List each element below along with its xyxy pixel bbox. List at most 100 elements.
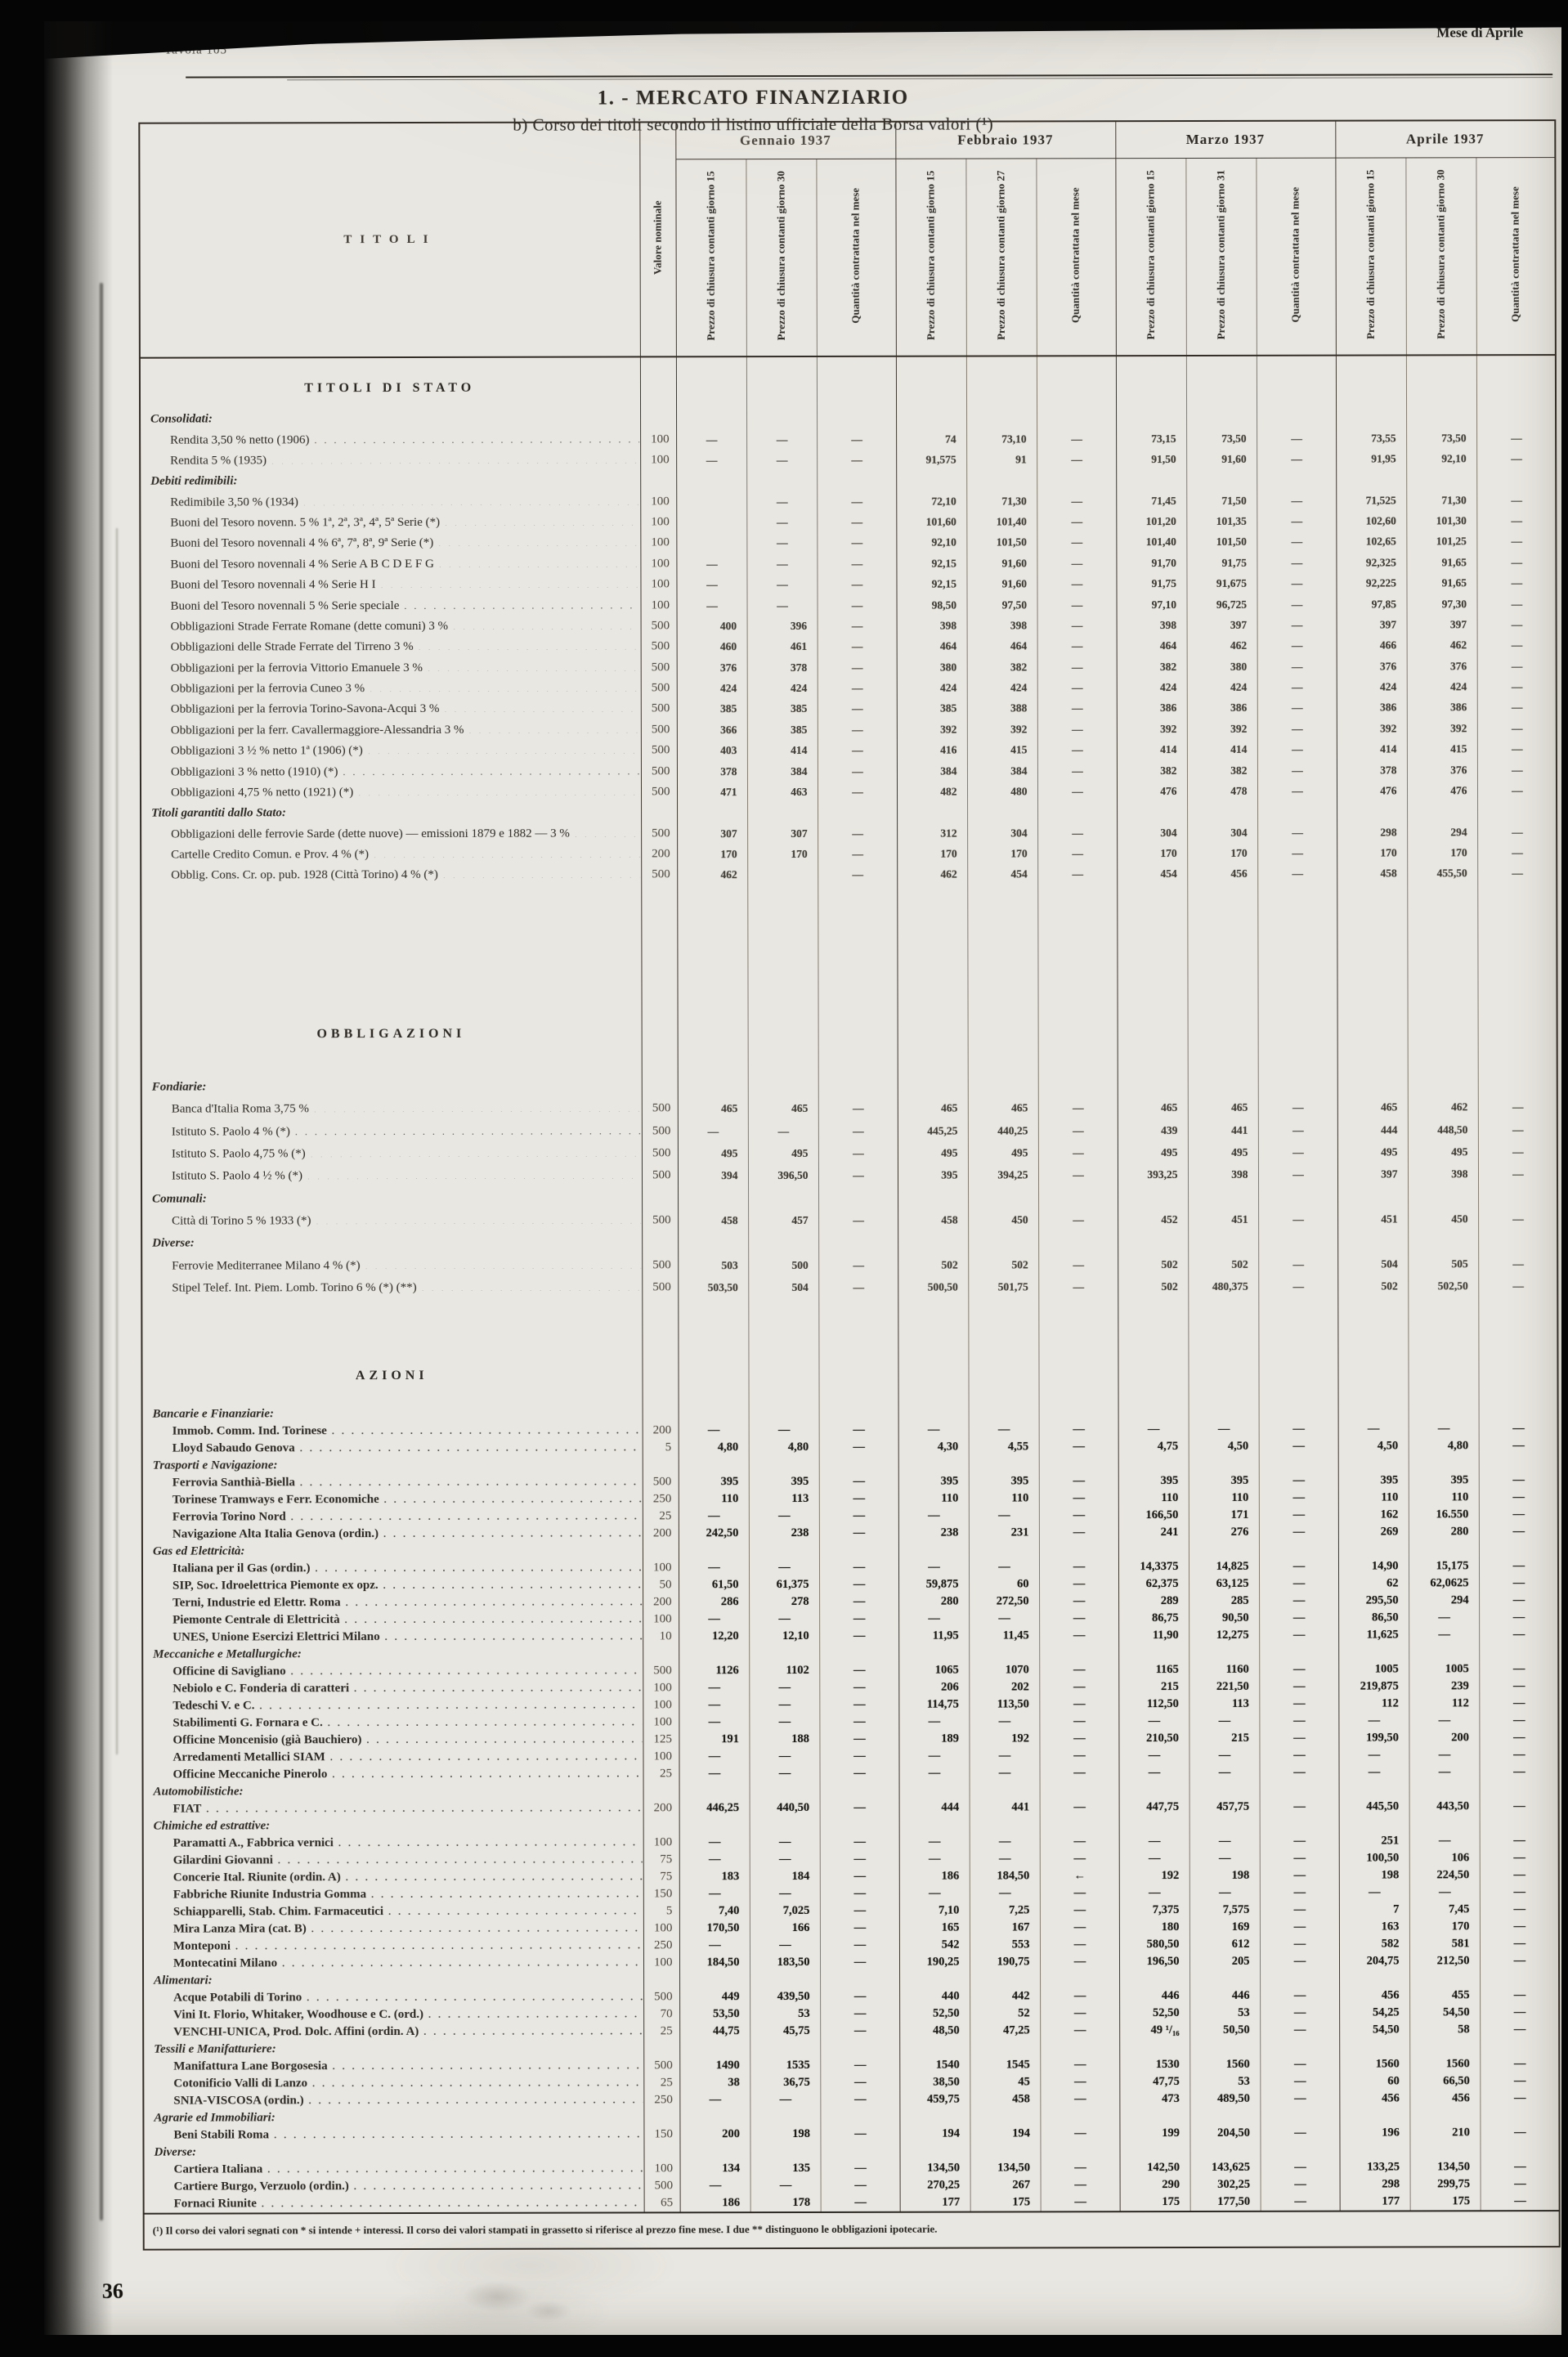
price-cell: 102,60 (1336, 510, 1407, 531)
dot-leader: . . . . . . . . . . . . . . . . . . . . … (367, 745, 640, 755)
price-cell: 49 ¹/₁₆ (1119, 2022, 1190, 2040)
nominal-value-cell (640, 470, 677, 491)
price-cell: 7,25 (969, 1902, 1040, 1920)
price-cell: 47,75 (1119, 2073, 1190, 2091)
dot-leader: . . . . . . . . . . . . . . . . . . . . … (332, 1768, 642, 1778)
price-cell: 14,825 (1189, 1558, 1260, 1576)
nominal-value-cell (643, 2040, 680, 2058)
price-cell: 61,375 (749, 1576, 820, 1594)
table-row: Buoni del Tesoro novennali 4 % 6ª, 7ª, 8… (140, 531, 1557, 554)
row-label-cell: Buoni del Tesoro novennali 5 % Serie spe… (141, 595, 641, 617)
price-cell (1337, 1297, 1409, 1405)
dot-leader: . . . . . . . . . . . . . . . . . . . . … (442, 869, 640, 879)
month-header-marzo: Marzo 1937 (1115, 120, 1336, 159)
quantity-cell: — (1476, 551, 1557, 573)
price-cell: 304 (967, 822, 1038, 844)
dot-leader: . . . . . . . . . . . . . . . . . . . . … (302, 495, 639, 505)
dot-leader: . . . . . . . . . . . . . . . . . . . . … (274, 2128, 643, 2139)
quantity-cell: — (818, 1208, 898, 1232)
price-cell: 376 (1406, 655, 1477, 677)
price-cell: 210,50 (1118, 1730, 1189, 1748)
quantity-cell: — (1479, 1575, 1559, 1593)
price-cell: 91,65 (1406, 551, 1477, 573)
nominal-value-cell (643, 2143, 680, 2161)
quantity-cell (1258, 1455, 1338, 1473)
price-cell: 398 (896, 615, 967, 636)
quantity-cell: — (1258, 1275, 1338, 1298)
quantity-cell: — (1260, 2073, 1340, 2091)
row-label: Banca d'Italia Roma 3,75 % (171, 1102, 309, 1116)
price-cell: 455,50 (1407, 863, 1478, 885)
quantity-cell: — (818, 822, 898, 844)
quantity-cell: — (1259, 1747, 1339, 1765)
price-cell: — (749, 1765, 820, 1783)
price-cell: 1545 (970, 2056, 1041, 2074)
row-label: Officine Meccaniche Pinerolo (172, 1768, 328, 1781)
price-cell: 385 (746, 719, 818, 741)
quantity-cell: — (818, 1275, 898, 1299)
price-cell: — (678, 1559, 750, 1577)
price-cell: — (679, 2177, 750, 2195)
price-cell: 397 (1336, 614, 1407, 635)
row-label-cell: Italiana per il Gas (ordin.) . . . . . .… (142, 1560, 643, 1578)
quantity-cell: — (1478, 1523, 1559, 1541)
price-cell (1339, 2141, 1410, 2160)
nominal-value-cell (642, 1405, 679, 1423)
nominal-value-cell: 100 (640, 428, 677, 450)
price-cell: 54,25 (1339, 2004, 1410, 2023)
price-cell: 59,875 (898, 1575, 970, 1594)
row-label: UNES, Unione Esercizi Elettrici Milano (172, 1630, 380, 1644)
price-cell: 114,75 (898, 1696, 970, 1714)
col-header-prezzo-15: Prezzo di chiusura contanti giorno 15 (895, 159, 966, 356)
table-row: Ferrovie Mediterranee Milano 4 % (*) . .… (141, 1252, 1558, 1278)
price-cell: 394,25 (967, 1163, 1039, 1187)
nominal-value-cell: 500 (640, 719, 677, 741)
nominal-value-cell: 200 (643, 1799, 679, 1817)
quantity-cell: — (1479, 1557, 1559, 1575)
price-cell: 385 (896, 697, 967, 719)
price-cell: — (898, 1747, 970, 1766)
price-cell: — (1408, 1420, 1479, 1438)
row-label: Torinese Tramways e Ferr. Economiche (172, 1493, 379, 1507)
price-cell: 202 (969, 1678, 1040, 1696)
price-cell: — (1118, 1421, 1189, 1439)
nominal-value-cell: 500 (640, 678, 677, 699)
quantity-cell: — (820, 2005, 900, 2023)
quantity-cell: — (1037, 843, 1118, 864)
price-cell (1187, 884, 1258, 1074)
price-cell (746, 470, 818, 491)
price-cell: 4,75 (1118, 1438, 1189, 1456)
page-content: Tavola 105 Mese di Aprile 1. - MERCATO F… (42, 20, 1564, 2337)
nominal-value-cell: 10 (643, 1628, 679, 1646)
price-cell: 4,80 (678, 1439, 749, 1457)
price-cell: — (969, 1764, 1040, 1782)
quantity-cell: — (1037, 760, 1118, 782)
price-cell: 72,10 (896, 491, 967, 512)
price-cell: — (1409, 1884, 1480, 1902)
table-row: Obbligazioni per la ferrovia Torino-Savo… (141, 697, 1557, 720)
quantity-cell: — (1258, 1208, 1338, 1231)
price-cell: 91 (966, 449, 1037, 470)
section-heading-row: OBBLIGAZIONI (141, 883, 1557, 1077)
quantity-cell: — (1479, 1935, 1560, 1953)
price-cell: 7,025 (749, 1902, 820, 1920)
price-cell: 476 (1337, 780, 1408, 801)
price-cell: 502 (1337, 1275, 1409, 1298)
price-cell (1408, 1230, 1479, 1253)
row-label: Redimibile 3,50 % (1934) (170, 495, 298, 509)
price-cell: 170 (1187, 842, 1258, 864)
row-label: VENCHI-UNICA, Prod. Dolc. Affini (ordin.… (173, 2025, 419, 2039)
price-cell: — (1189, 1884, 1260, 1902)
quantity-cell: — (819, 1920, 899, 1938)
section-heading-row: TITOLI DI STATO (140, 355, 1557, 410)
price-cell (1338, 1643, 1409, 1662)
price-cell (1118, 1781, 1189, 1799)
price-cell: 12,275 (1189, 1627, 1260, 1645)
price-cell: 113 (1189, 1696, 1260, 1714)
price-cell (1337, 1230, 1409, 1253)
quantity-cell: — (1040, 2125, 1120, 2143)
price-cell: — (898, 1421, 969, 1440)
price-cell: 294 (1409, 1592, 1480, 1610)
price-cell: 53 (1189, 2005, 1261, 2023)
price-cell: 464 (966, 635, 1037, 657)
